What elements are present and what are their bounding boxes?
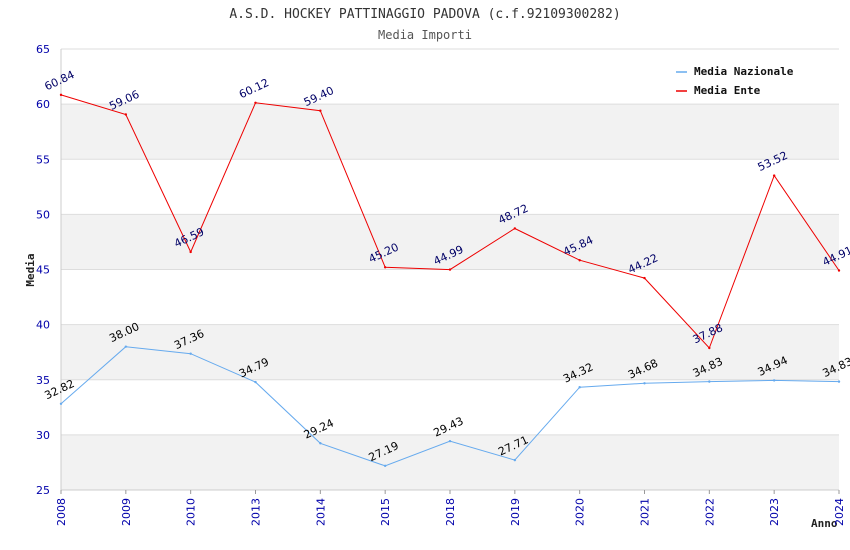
data-point — [772, 379, 776, 382]
y-tick-label: 25 — [36, 484, 50, 497]
data-point — [189, 250, 192, 254]
y-tick-labels: 25 30 35 40 45 50 55 60 65 — [36, 43, 50, 497]
legend: Media Nazionale Media Ente — [669, 60, 810, 101]
data-point — [254, 101, 257, 105]
data-point — [383, 464, 387, 468]
data-point — [448, 268, 452, 271]
x-tick-label: 2024 — [833, 498, 846, 526]
x-tick-label: 2018 — [444, 498, 457, 526]
x-tick-label: 2023 — [768, 498, 781, 526]
data-point — [772, 174, 776, 177]
y-tick-label: 60 — [36, 98, 50, 111]
band — [61, 434, 839, 490]
legend-label-media-ente: Media Ente — [694, 84, 761, 97]
chart-title: A.S.D. HOCKEY PATTINAGGIO PADOVA (c.f.92… — [229, 7, 620, 22]
x-tick-label: 2008 — [55, 498, 68, 526]
data-point — [319, 442, 322, 445]
data-point — [59, 93, 63, 97]
data-point — [708, 380, 711, 383]
data-point — [254, 380, 257, 384]
band — [61, 324, 839, 380]
data-point — [578, 386, 581, 389]
band — [61, 104, 839, 160]
y-tick-label: 65 — [36, 43, 50, 56]
data-point — [513, 458, 517, 462]
data-point — [578, 259, 581, 262]
y-tick-label: 30 — [36, 429, 50, 442]
data-point — [513, 227, 517, 230]
data-point — [59, 402, 63, 405]
y-tick-label: 40 — [36, 319, 50, 332]
x-tick-label: 2010 — [185, 498, 198, 526]
x-tick-label: 2009 — [120, 498, 133, 526]
x-tick-label: 2014 — [314, 498, 327, 526]
legend-box — [669, 60, 810, 101]
band — [61, 159, 839, 215]
y-tick-label: 55 — [36, 153, 50, 166]
data-point — [448, 439, 452, 443]
data-point — [837, 269, 841, 272]
x-tick-labels: 2008 2009 2010 2013 2014 2015 2018 2019 2020 2021… — [55, 490, 846, 526]
data-point — [837, 380, 841, 383]
data-point — [189, 352, 192, 355]
band — [61, 379, 839, 435]
y-tick-label: 45 — [36, 264, 50, 277]
data-point — [319, 109, 322, 112]
plot-background-bands — [61, 49, 839, 490]
x-tick-label: 2022 — [703, 498, 716, 526]
data-point — [124, 113, 128, 116]
data-point — [124, 345, 128, 348]
band — [61, 214, 839, 270]
data-point — [643, 276, 646, 280]
x-tick-label: 2021 — [639, 498, 652, 526]
band — [61, 269, 839, 325]
x-axis-label: Anno — [811, 517, 838, 530]
x-tick-label: 2019 — [509, 498, 522, 526]
x-tick-label: 2013 — [250, 498, 263, 526]
legend-label-media-nazionale: Media Nazionale — [694, 65, 794, 78]
data-point — [643, 382, 646, 385]
x-tick-label: 2015 — [379, 498, 392, 526]
x-tick-label: 2020 — [574, 498, 587, 526]
y-axis-label: Media — [24, 253, 37, 286]
chart-subtitle: Media Importi — [378, 28, 472, 42]
series-lines — [59, 93, 841, 468]
y-tick-label: 35 — [36, 374, 50, 387]
data-point — [383, 266, 387, 269]
y-tick-label: 50 — [36, 208, 50, 221]
data-point — [708, 346, 711, 350]
